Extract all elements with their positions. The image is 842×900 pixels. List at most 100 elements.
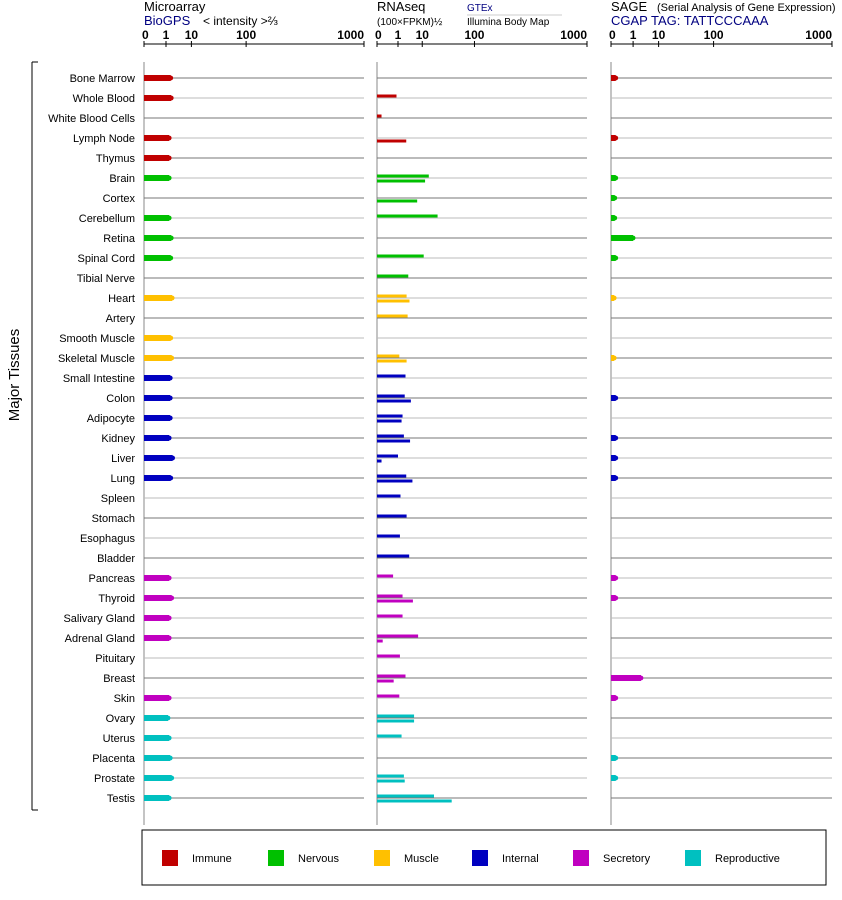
bar-cap <box>167 375 173 381</box>
bar-microarray <box>144 255 171 261</box>
bar-gtex <box>377 354 400 358</box>
bar-cap <box>611 355 617 361</box>
bar-microarray <box>144 795 170 801</box>
bar-cap <box>166 695 172 701</box>
category-label: Cerebellum <box>79 213 135 225</box>
category-label: Colon <box>106 393 135 405</box>
x-tick-label: 10 <box>416 28 430 42</box>
bar-cap <box>638 675 644 681</box>
bar-gtex <box>377 294 407 298</box>
bar-cap <box>165 715 171 721</box>
bar-microarray <box>144 735 170 741</box>
category-label: Tibial Nerve <box>77 273 135 285</box>
x-tick-label: 100 <box>704 28 724 42</box>
bar-gtex <box>377 534 400 538</box>
category-label: Cortex <box>103 193 136 205</box>
bars <box>144 75 644 803</box>
legend-swatch <box>374 850 390 866</box>
bar-microarray <box>144 235 172 241</box>
gtex-legend-label: GTEx <box>467 3 493 14</box>
bar-cap <box>613 695 619 701</box>
bar-cap <box>166 575 172 581</box>
unit-label: (100×FPKM)½ <box>377 17 443 28</box>
bar-cap <box>167 755 173 761</box>
legend-swatch <box>573 850 589 866</box>
legend: Immune Nervous Muscle Internal Secretory Repr… <box>141 829 827 886</box>
illumina-legend-label: Illumina Body Map <box>467 17 550 28</box>
category-label: Retina <box>103 233 136 245</box>
legend-label: Secretory <box>603 853 651 865</box>
bar-gtex <box>377 454 398 458</box>
bar-cap <box>169 595 175 601</box>
bar-gtex <box>377 574 394 578</box>
legend-swatch <box>162 850 178 866</box>
legend-label: Muscle <box>404 853 439 865</box>
category-label: Skin <box>114 693 135 705</box>
bar-cap <box>166 215 172 221</box>
category-label: Liver <box>111 453 135 465</box>
sage-subtitle: (Serial Analysis of Gene Expression) <box>657 2 836 14</box>
bar-microarray <box>144 295 173 301</box>
bar-cap <box>613 435 619 441</box>
bar-cap <box>166 135 172 141</box>
bar-cap <box>613 135 619 141</box>
bar-cap <box>166 175 172 181</box>
category-label: Adrenal Gland <box>65 633 135 645</box>
bar-illumina <box>377 719 415 723</box>
category-label: Brain <box>109 173 135 185</box>
bar-microarray <box>144 75 171 81</box>
bar-sage <box>611 235 634 241</box>
cgap-tag-link[interactable]: CGAP TAG: TATTCCCAAA <box>611 13 769 28</box>
bar-microarray <box>144 215 170 221</box>
bar-gtex <box>377 494 401 498</box>
bar-gtex <box>377 274 409 278</box>
bar-microarray <box>144 615 170 621</box>
bar-gtex <box>377 414 403 418</box>
x-tick-label: 100 <box>236 28 256 42</box>
category-label: Salivary Gland <box>63 613 135 625</box>
x-tick-label: 1 <box>163 28 170 42</box>
x-tick-label: 100 <box>464 28 484 42</box>
category-label: Pituitary <box>95 653 135 665</box>
bar-gtex <box>377 674 406 678</box>
bar-illumina <box>377 779 405 783</box>
bar-cap <box>167 415 173 421</box>
bar-gtex <box>377 314 408 318</box>
bar-gtex <box>377 734 402 738</box>
bar-gtex <box>377 794 435 798</box>
bar-cap <box>630 235 636 241</box>
bar-cap <box>168 235 174 241</box>
bar-cap <box>169 775 175 781</box>
legend-box <box>141 829 827 886</box>
category-label: Placenta <box>92 753 136 765</box>
category-label: Spleen <box>101 493 135 505</box>
category-label: Whole Blood <box>73 93 135 105</box>
bar-microarray <box>144 435 170 441</box>
category-label: Spinal Cord <box>78 253 135 265</box>
bar-cap <box>167 395 173 401</box>
category-label: Prostate <box>94 773 135 785</box>
bar-microarray <box>144 595 172 601</box>
bar-illumina <box>377 299 410 303</box>
bar-illumina <box>377 679 394 683</box>
panel-title: Microarray <box>144 0 206 14</box>
biogps-link[interactable]: BioGPS <box>144 13 191 28</box>
bar-illumina <box>377 599 413 603</box>
bar-cap <box>613 595 619 601</box>
bar-cap <box>613 775 619 781</box>
bar-microarray <box>144 475 171 481</box>
category-label: Ovary <box>106 713 136 725</box>
bar-cap <box>612 215 618 221</box>
bar-cap <box>166 735 172 741</box>
category-label: Bladder <box>97 553 135 565</box>
bar-cap <box>168 95 174 101</box>
bar-cap <box>613 455 619 461</box>
x-tick-label: 1000 <box>560 28 587 42</box>
bar-cap <box>613 255 619 261</box>
category-rows: Bone Marrow Whole Blood White Blood Cells L… <box>48 73 832 805</box>
bar-illumina <box>377 479 413 483</box>
panel-title: SAGE <box>611 0 647 14</box>
bar-gtex <box>377 654 400 658</box>
bar-cap <box>613 755 619 761</box>
